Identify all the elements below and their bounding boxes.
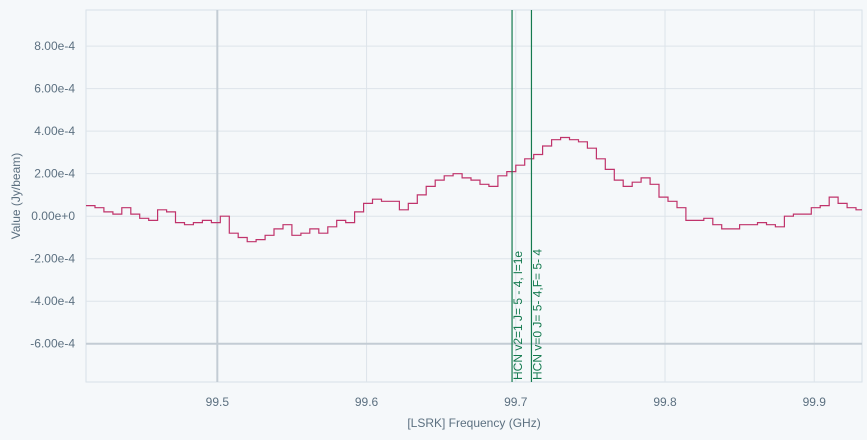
plot-area	[85, 9, 863, 383]
cursor-crosshair	[86, 10, 862, 382]
x-tick-label: 99.9	[803, 395, 827, 409]
spectrum-series-line	[86, 136, 862, 243]
y-tick-label: 4.00e-4	[34, 124, 75, 138]
spectral-line-label: HCN v=0 J= 5- 4,F= 5- 4	[530, 249, 544, 380]
x-tick-label: 99.7	[504, 395, 528, 409]
x-tick-label: 99.8	[653, 395, 677, 409]
x-tick-label: 99.5	[206, 395, 230, 409]
y-tick-label: -4.00e-4	[30, 294, 75, 308]
spectral-lines-group[interactable]: HCN v2=1 J= 5 - 4, l=1e HCN v=0 J= 5- 4,F…	[511, 10, 544, 382]
spectral-line-label: HCN v2=1 J= 5 - 4, l=1e	[511, 251, 525, 380]
y-tick-label: -6.00e-4	[30, 337, 75, 351]
y-tick-labels: 8.00e-4 6.00e-4 4.00e-4 2.00e-4 0.00e+0 -2.00…	[30, 39, 75, 351]
y-axis-label: Value (Jy/beam)	[9, 153, 23, 239]
x-axis-label: [LSRK] Frequency (GHz)	[407, 416, 540, 430]
y-tick-label: 0.00e+0	[31, 209, 75, 223]
y-tick-label: 8.00e-4	[34, 39, 75, 53]
y-tick-label: 2.00e-4	[34, 167, 75, 181]
y-tick-label: 6.00e-4	[34, 82, 75, 96]
x-tick-labels: 99.5 99.6 99.7 99.8 99.9	[206, 395, 827, 409]
x-tick-label: 99.6	[355, 395, 379, 409]
y-tick-label: -2.00e-4	[30, 252, 75, 266]
series-group	[86, 136, 862, 243]
